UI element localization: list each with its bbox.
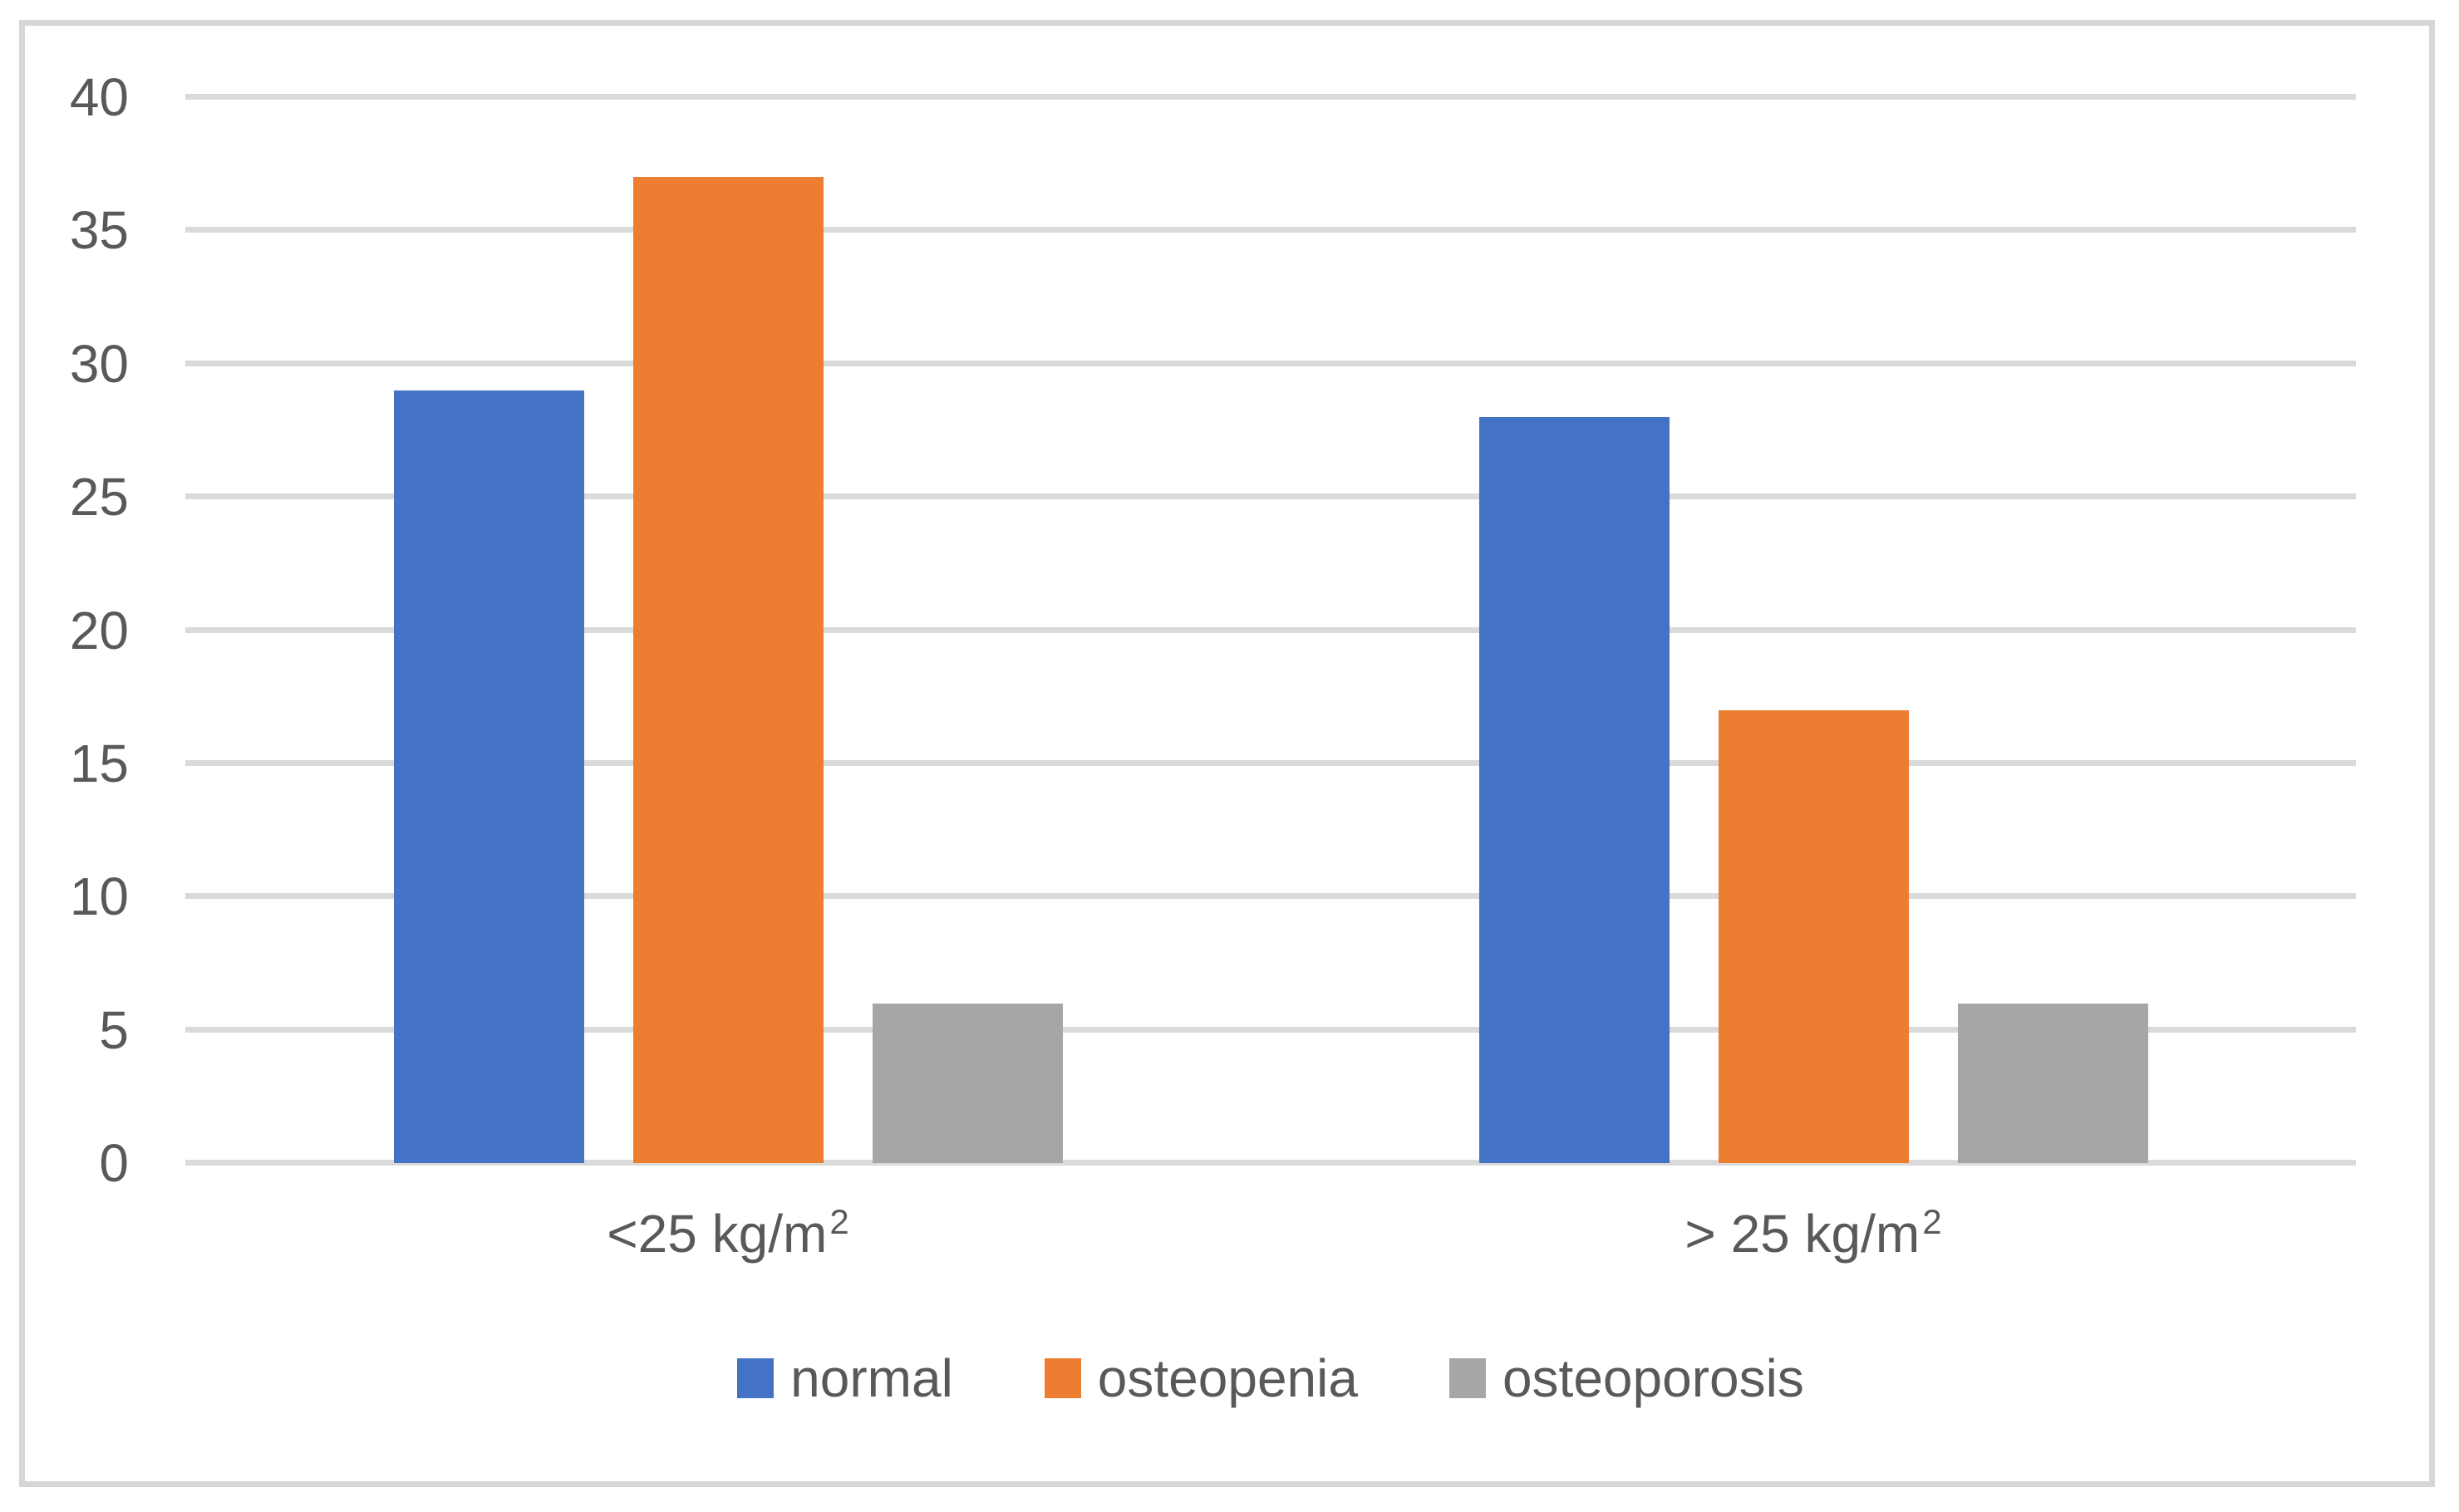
bar-group — [1271, 97, 2356, 1163]
legend: normal osteopenia osteoporosis — [185, 1348, 2356, 1409]
y-tick-label: 25 — [69, 467, 129, 528]
gridline — [185, 893, 2356, 900]
category-label-superscript: 2 — [829, 1201, 849, 1241]
y-tick-label: 15 — [69, 733, 129, 793]
y-tick-label: 10 — [69, 866, 129, 927]
legend-item-osteopenia: osteopenia — [1044, 1348, 1358, 1409]
gridline — [185, 1026, 2356, 1033]
bar-osteopenia — [1718, 709, 1909, 1163]
bar-osteoporosis — [872, 1003, 1063, 1163]
category-label-text: <25 kg/m — [607, 1204, 828, 1264]
y-tick-label: 5 — [99, 999, 129, 1060]
legend-marker — [737, 1358, 775, 1398]
gridline — [185, 227, 2356, 233]
legend-marker — [1044, 1358, 1081, 1398]
legend-item-normal: normal — [737, 1348, 953, 1409]
bars-layer — [185, 97, 2356, 1163]
legend-label: osteoporosis — [1502, 1348, 1804, 1408]
legend-marker — [1448, 1358, 1486, 1398]
legend-label: osteopenia — [1097, 1348, 1358, 1408]
gridline — [185, 1160, 2356, 1166]
category-label-text: > 25 kg/m — [1684, 1204, 1920, 1264]
legend-item-osteoporosis: osteoporosis — [1448, 1348, 1804, 1409]
bar-normal — [1478, 416, 1670, 1163]
y-tick-label: 35 — [69, 200, 129, 261]
gridline — [185, 759, 2356, 766]
gridline — [185, 493, 2356, 500]
category-label-superscript: 2 — [1922, 1201, 1942, 1241]
bar-osteoporosis — [1957, 1003, 2148, 1163]
y-tick-label: 0 — [99, 1133, 129, 1193]
bar-osteopenia — [632, 177, 824, 1163]
y-tick-label: 20 — [69, 600, 129, 660]
gridline — [185, 626, 2356, 633]
bar-normal — [393, 390, 584, 1163]
legend-label: normal — [790, 1348, 953, 1408]
bar-group — [185, 97, 1271, 1163]
category-label-under-25: <25 kg/m2 — [312, 1203, 1143, 1264]
y-tick-label: 40 — [69, 67, 129, 127]
gridline — [185, 94, 2356, 100]
y-axis: 0 5 10 15 20 25 30 35 40 — [0, 71, 129, 1190]
gridline — [185, 360, 2356, 366]
plot-area — [185, 94, 2356, 1166]
chart-border — [19, 20, 2435, 1487]
category-label-over-25: > 25 kg/m2 — [1398, 1203, 2229, 1264]
y-tick-label: 30 — [69, 333, 129, 394]
